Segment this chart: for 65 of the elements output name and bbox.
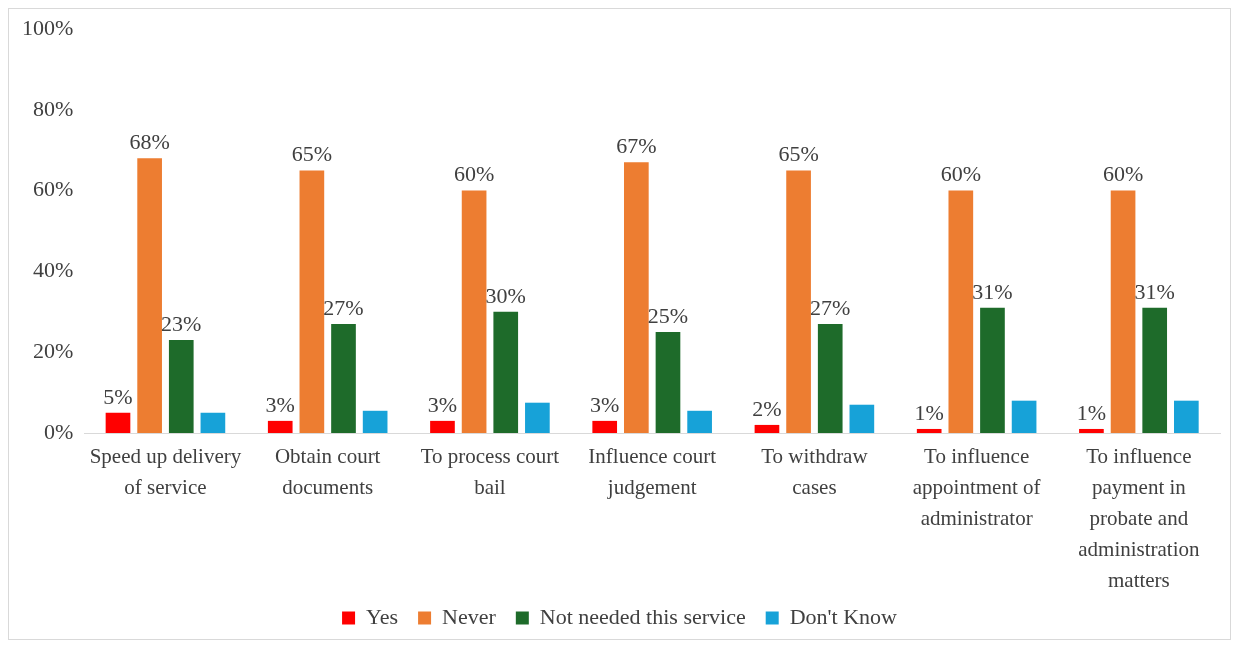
- data-label: 27%: [323, 294, 364, 320]
- bar: [817, 323, 843, 433]
- y-tick-label: 20%: [33, 337, 74, 363]
- data-label: 31%: [1134, 278, 1175, 304]
- x-tick-label: Obtain court documents: [274, 444, 381, 500]
- x-tick-label: To influence payment in probate and administration matters: [1078, 444, 1201, 593]
- data-label: 65%: [778, 141, 819, 167]
- data-label: 1%: [1076, 399, 1107, 425]
- data-label: 65%: [291, 141, 333, 167]
- bar: [362, 410, 388, 433]
- data-label: 60%: [1102, 161, 1144, 187]
- x-tick-label: Speed up delivery of service: [89, 444, 242, 500]
- bar: [1079, 428, 1104, 433]
- data-label: 60%: [940, 161, 981, 187]
- bar: [430, 420, 455, 433]
- x-tick-label: Influence court judgement: [588, 444, 717, 500]
- bar: [1174, 400, 1199, 433]
- data-label: 23%: [161, 310, 202, 336]
- y-tick-label: 80%: [33, 95, 74, 121]
- bar: [655, 332, 681, 433]
- bar: [105, 412, 131, 433]
- x-tick-label: To withdraw cases: [761, 444, 869, 500]
- bar: [980, 307, 1005, 433]
- bar: [461, 190, 487, 433]
- data-label: 68%: [129, 129, 170, 155]
- bar: [267, 420, 293, 433]
- data-label: 2%: [752, 395, 782, 421]
- legend-label: Never: [442, 603, 497, 629]
- data-label: 27%: [810, 294, 851, 320]
- bar: [1011, 400, 1037, 433]
- data-label: 30%: [485, 282, 526, 308]
- y-tick-label: 100%: [22, 14, 74, 40]
- bar: [592, 420, 618, 433]
- bar: [948, 190, 974, 433]
- bar: [916, 428, 942, 433]
- legend-label: Yes: [366, 603, 399, 629]
- data-label: 60%: [453, 161, 495, 187]
- bar: [786, 170, 811, 433]
- bar: [687, 410, 712, 433]
- bar: [1142, 307, 1168, 433]
- data-label: 3%: [427, 391, 458, 417]
- data-label: 5%: [103, 383, 133, 409]
- data-label: 3%: [590, 391, 620, 417]
- legend-label: Not needed this service: [539, 603, 746, 629]
- bar: [624, 162, 649, 433]
- bar: [200, 412, 226, 433]
- bar: [525, 402, 550, 433]
- legend-label: Don't Know: [789, 603, 898, 629]
- data-label: 1%: [914, 399, 944, 425]
- x-tick-label: To influence appointment of administrator: [912, 444, 1041, 531]
- bar: [137, 158, 162, 433]
- data-label: 67%: [616, 133, 657, 159]
- bar: [1110, 190, 1136, 433]
- bar: [493, 311, 519, 433]
- data-label: 31%: [972, 278, 1013, 304]
- x-tick-label: To process court bail: [420, 444, 560, 500]
- bar: [299, 170, 325, 433]
- y-tick-label: 60%: [33, 176, 74, 202]
- data-label: 3%: [265, 391, 295, 417]
- bar: [849, 404, 875, 433]
- bar: [168, 340, 194, 433]
- bar: [331, 323, 356, 433]
- bar: [754, 424, 780, 433]
- y-tick-label: 0%: [44, 418, 74, 444]
- y-tick-label: 40%: [33, 257, 74, 283]
